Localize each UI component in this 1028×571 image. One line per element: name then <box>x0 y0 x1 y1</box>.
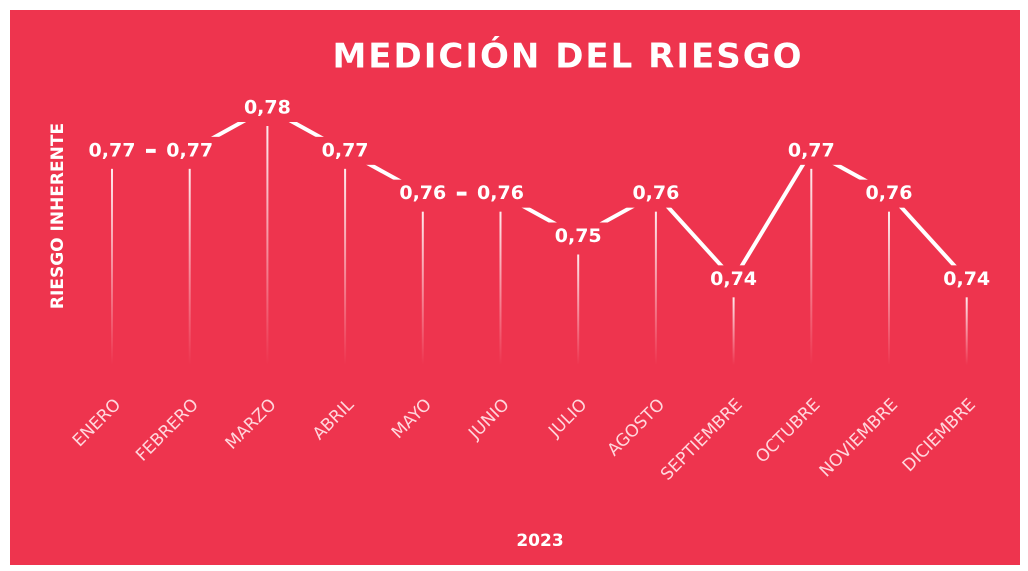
label-bg <box>699 265 768 294</box>
drop-line <box>732 297 735 365</box>
label-bg <box>233 94 302 122</box>
value-label: 0,77 <box>89 139 136 161</box>
label-bg <box>466 179 535 208</box>
value-label: 0,75 <box>555 225 602 247</box>
value-label: 0,78 <box>244 97 291 119</box>
label-bg <box>777 136 846 165</box>
value-label: 0,77 <box>322 139 369 161</box>
label-bg <box>932 265 1001 294</box>
value-label: 0,76 <box>866 182 913 204</box>
label-bg <box>78 136 146 165</box>
drop-line <box>344 168 347 365</box>
value-label: 0,76 <box>632 182 679 204</box>
drop-line <box>188 168 191 365</box>
x-axis-label: 2023 <box>516 531 563 551</box>
value-label: 0,76 <box>477 182 524 204</box>
value-label: 0,77 <box>166 139 213 161</box>
label-bg <box>855 179 923 208</box>
drop-line <box>654 211 657 365</box>
drop-line <box>965 297 968 365</box>
label-bg <box>155 136 224 165</box>
drop-line <box>111 168 113 365</box>
value-label: 0,74 <box>943 268 990 290</box>
value-label: 0,74 <box>710 268 757 290</box>
value-label: 0,76 <box>399 182 446 204</box>
drop-line <box>266 126 269 365</box>
background <box>10 10 1020 565</box>
value-label: 0,77 <box>788 139 835 161</box>
label-bg <box>544 222 613 251</box>
drop-line <box>577 254 580 365</box>
drop-line <box>810 168 813 365</box>
drop-line <box>888 211 890 365</box>
label-bg <box>311 136 380 165</box>
y-axis-label: RIESGO INHERENTE <box>48 123 68 309</box>
chart-title: MEDICIÓN DEL RIESGO <box>332 36 803 77</box>
label-bg <box>621 179 690 208</box>
drop-line <box>499 211 502 365</box>
drop-line <box>421 211 424 365</box>
label-bg <box>388 179 457 208</box>
